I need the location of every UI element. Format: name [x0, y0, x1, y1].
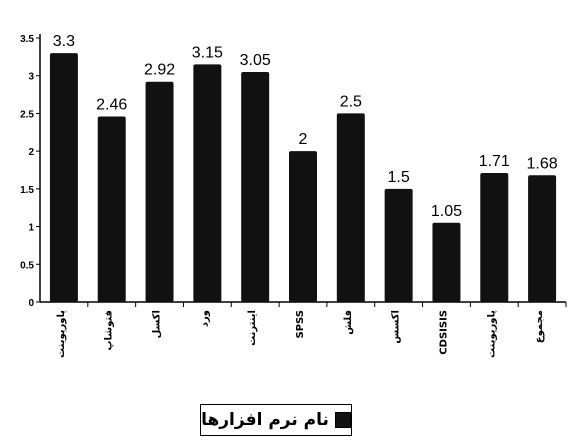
bar-7 — [384, 188, 413, 302]
bar-6 — [336, 113, 365, 302]
category-label-3: ورد — [199, 310, 210, 327]
bar-1 — [97, 116, 126, 303]
category-label-2: اکسل — [152, 310, 163, 338]
category-label-7: اکسس — [391, 310, 402, 344]
category-label-6: فلش — [343, 310, 354, 335]
category-label-5: SPSS — [295, 310, 306, 339]
value-label-0: 3.3 — [53, 33, 75, 50]
legend-swatch — [334, 412, 351, 428]
legend: نام نرم افزارها — [200, 404, 352, 436]
y-tick-label-2: 1 — [28, 223, 34, 234]
category-label-8: CDSISIS — [438, 310, 449, 355]
bar-3 — [193, 64, 222, 303]
bar-10 — [528, 175, 557, 302]
value-label-9: 1.71 — [479, 153, 510, 170]
value-label-8: 1.05 — [431, 203, 462, 220]
category-label-1: فتوشاپ — [104, 310, 115, 351]
y-tick-label-7: 3.5 — [20, 34, 34, 45]
value-label-7: 1.5 — [388, 169, 410, 186]
legend-label: نام نرم افزارها — [201, 410, 329, 430]
value-label-6: 2.5 — [340, 93, 362, 110]
category-label-0: پاورپوینت — [56, 310, 67, 358]
bar-5 — [289, 151, 317, 302]
category-label-10: مجموع — [534, 310, 545, 343]
category-label-9: پاورپوینت — [486, 310, 497, 358]
value-label-5: 2 — [299, 131, 308, 148]
y-tick-label-3: 1.5 — [20, 185, 34, 196]
value-label-1: 2.46 — [96, 96, 127, 113]
y-tick-label-6: 3 — [28, 72, 34, 83]
bar-8 — [432, 222, 461, 302]
value-label-2: 2.92 — [144, 62, 175, 79]
category-label-4: اینترنت — [247, 310, 258, 346]
bar-9 — [480, 173, 509, 302]
y-tick-label-4: 2 — [28, 147, 34, 158]
value-label-4: 3.05 — [240, 52, 271, 69]
bar-0 — [49, 53, 78, 303]
bar-2 — [145, 81, 174, 303]
value-label-10: 1.68 — [527, 155, 558, 172]
y-tick-label-5: 2.5 — [20, 109, 34, 120]
y-tick-label-0: 0 — [28, 298, 34, 309]
value-label-3: 3.15 — [192, 44, 223, 61]
bar-4 — [241, 71, 270, 302]
y-tick-label-1: 0.5 — [20, 260, 34, 271]
